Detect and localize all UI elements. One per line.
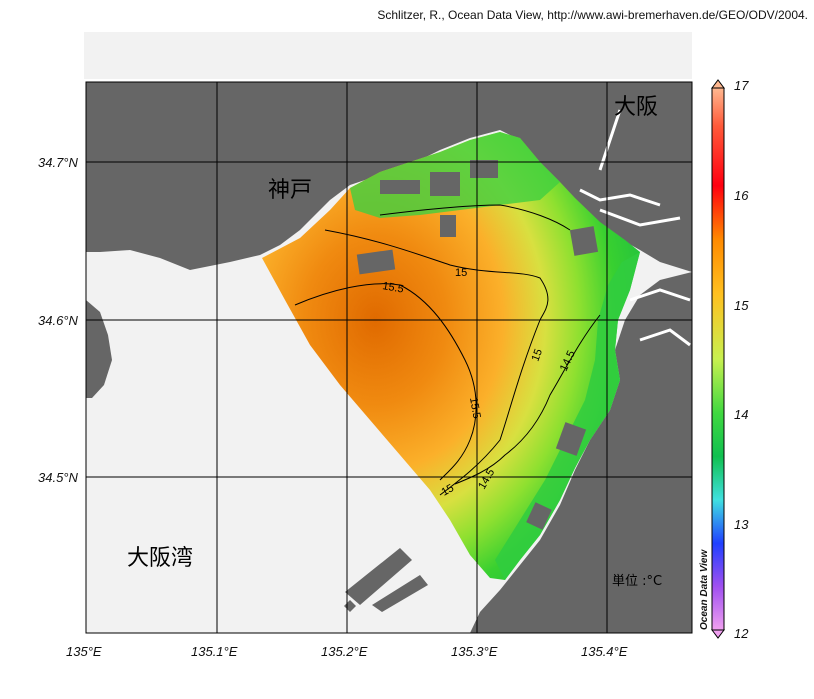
grid-lines bbox=[86, 82, 692, 633]
top-band bbox=[84, 32, 692, 79]
unit-label: 単位 :°C bbox=[612, 573, 662, 589]
lat-label-2: 34.6°N bbox=[38, 313, 79, 328]
lon-label-1: 135°E bbox=[66, 644, 102, 659]
map-frame bbox=[85, 81, 693, 634]
colorbar-bottom-cap bbox=[711, 629, 725, 639]
colorbar-tick-13: 13 bbox=[734, 517, 749, 532]
colorbar-tick-16: 16 bbox=[734, 188, 749, 203]
temperature-field bbox=[262, 132, 640, 580]
colorbar-tick-14: 14 bbox=[734, 407, 748, 422]
contour-lines bbox=[294, 204, 601, 496]
contour-labels: 15 15.5 15.5 15 14.5 15 14.5 bbox=[381, 267, 577, 499]
lon-label-5: 135.4°E bbox=[581, 644, 628, 659]
channels bbox=[579, 109, 691, 347]
colorbar-top-cap bbox=[711, 79, 725, 89]
contour-label-1: 15 bbox=[455, 267, 467, 279]
map-area: 15 15.5 15.5 15 14.5 15 14.5 神戸 大阪 大阪湾 単… bbox=[86, 82, 692, 633]
odv-vertical-label: Ocean Data View bbox=[699, 549, 710, 630]
colorbar: 17 16 15 14 13 12 Ocean Data View bbox=[699, 78, 749, 641]
lon-label-4: 135.3°E bbox=[451, 644, 498, 659]
temperature-field-east bbox=[495, 252, 640, 580]
contour-label-3: 15.5 bbox=[467, 396, 483, 419]
colorbar-gradient bbox=[711, 87, 725, 631]
colorbar-tick-12: 12 bbox=[734, 626, 749, 641]
contour-label-2: 15.5 bbox=[381, 280, 404, 296]
land-west-island bbox=[86, 300, 112, 398]
lon-label-3: 135.2°E bbox=[321, 644, 368, 659]
land-east bbox=[470, 272, 692, 633]
contour-label-4: 15 bbox=[530, 347, 545, 363]
lat-label-3: 34.5°N bbox=[38, 470, 79, 485]
land-north bbox=[86, 82, 692, 272]
lon-label-2: 135.1°E bbox=[191, 644, 238, 659]
place-label-kobe: 神戸 bbox=[268, 178, 312, 203]
credit-text: Schlitzer, R., Ocean Data View, http://w… bbox=[377, 8, 808, 22]
lat-label-1: 34.7°N bbox=[38, 155, 79, 170]
contour-label-6: 15 bbox=[440, 482, 457, 499]
place-label-osaka-bay: 大阪湾 bbox=[127, 546, 193, 571]
colorbar-tick-15: 15 bbox=[734, 298, 749, 313]
place-label-osaka: 大阪 bbox=[614, 95, 658, 120]
colorbar-tick-17: 17 bbox=[734, 78, 749, 93]
